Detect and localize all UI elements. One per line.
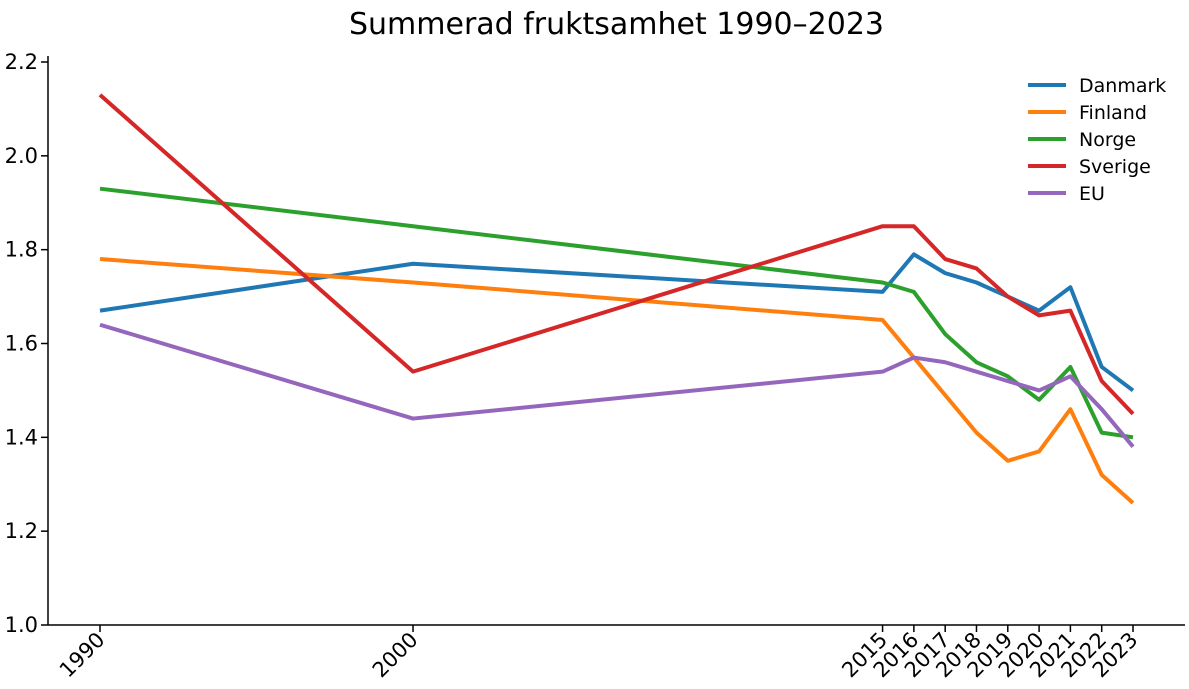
x-tick-label: 2000 bbox=[368, 628, 423, 683]
legend-label-norge: Norge bbox=[1079, 129, 1136, 151]
y-tick-label: 2.0 bbox=[5, 144, 38, 168]
y-tick-label: 1.6 bbox=[5, 332, 38, 356]
y-tick-label: 1.4 bbox=[5, 425, 38, 449]
x-tick-label: 1990 bbox=[55, 628, 110, 683]
legend-label-sverige: Sverige bbox=[1079, 156, 1151, 178]
series-line-danmark bbox=[99, 252, 1135, 393]
chart-title: Summerad fruktsamhet 1990–2023 bbox=[348, 7, 884, 42]
y-tick-label: 1.8 bbox=[5, 238, 38, 262]
legend-label-danmark: Danmark bbox=[1079, 75, 1166, 97]
series-line-eu bbox=[99, 322, 1135, 448]
legend-label-eu: EU bbox=[1079, 183, 1105, 205]
y-tick-label: 1.2 bbox=[5, 519, 38, 543]
y-tick-label: 2.2 bbox=[5, 50, 38, 74]
series-line-finland bbox=[99, 257, 1135, 505]
series-line-sverige bbox=[98, 93, 1135, 416]
legend-label-finland: Finland bbox=[1079, 102, 1147, 124]
y-tick-label: 1.0 bbox=[5, 613, 38, 637]
